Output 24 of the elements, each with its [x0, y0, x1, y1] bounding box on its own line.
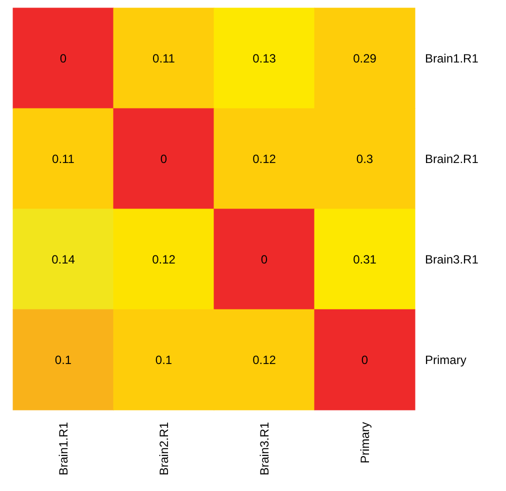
data-label: 0 [60, 51, 67, 66]
data-label: 0.11 [152, 51, 176, 66]
data-label: 0.1 [155, 352, 172, 367]
data-label: 0.13 [252, 51, 276, 66]
x-tick-label: Brain3.R1 [257, 422, 272, 476]
data-label: 0.29 [353, 51, 377, 66]
data-label: 0.1 [54, 352, 72, 367]
y-tick-label: Brain1.R1 [425, 51, 479, 66]
data-label: 0.3 [356, 152, 374, 166]
x-tick-label: Brain2.R1 [156, 422, 171, 476]
data-label: 0 [361, 352, 368, 367]
x-tick-label: Primary [358, 422, 372, 464]
data-label: 0.12 [152, 252, 176, 266]
data-label: 0.11 [52, 152, 75, 166]
y-tick-label: Brain2.R1 [425, 152, 479, 166]
data-label: 0.12 [252, 152, 276, 166]
data-label: 0.14 [52, 252, 76, 266]
y-tick-label: Brain3.R1 [425, 252, 479, 266]
x-tick-label: Brain1.R1 [56, 422, 70, 476]
y-tick-label: Primary [425, 352, 466, 367]
data-label: 0 [260, 252, 268, 266]
data-label: 0 [160, 152, 168, 166]
data-label: 0.31 [353, 252, 377, 266]
data-label: 0.12 [252, 352, 276, 367]
